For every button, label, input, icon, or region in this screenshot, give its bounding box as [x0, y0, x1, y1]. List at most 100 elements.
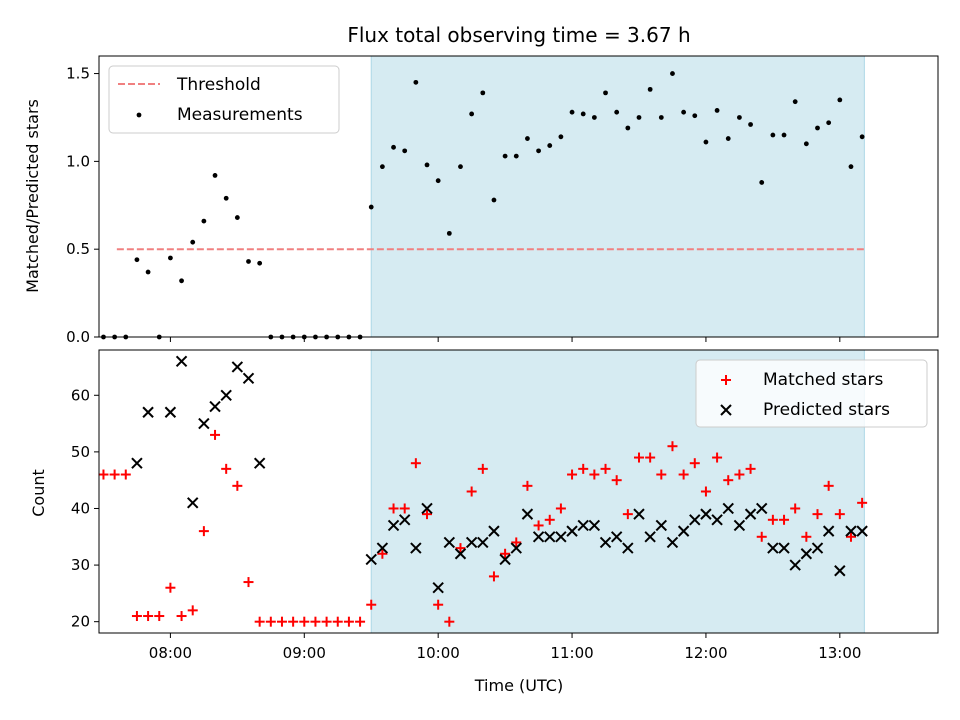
matched-star-point	[343, 616, 354, 627]
y-tick-label: 30	[71, 556, 90, 574]
matched-star-point	[477, 463, 488, 474]
predicted-star-point	[220, 389, 232, 401]
legend-threshold-label: Threshold	[176, 75, 261, 95]
measurement-point	[145, 269, 151, 275]
predicted-star-point	[365, 553, 377, 566]
measurement-point	[558, 134, 564, 140]
measurement-point	[681, 109, 687, 115]
measurement-point	[391, 144, 396, 150]
measurement-point	[625, 125, 631, 131]
legend-measurements-swatch	[136, 112, 142, 118]
matched-star-point	[700, 486, 711, 497]
measurement-point	[212, 173, 218, 178]
matched-star-point	[812, 509, 823, 520]
matched-star-point	[633, 452, 644, 463]
measurement-point	[469, 111, 475, 117]
matched-star-point	[198, 526, 209, 537]
top-legend-box	[108, 65, 340, 134]
matched-star-point	[321, 616, 332, 627]
matched-star-point	[366, 599, 377, 610]
matched-star-point	[845, 531, 856, 542]
measurement-point	[815, 125, 820, 131]
predicted-star-point	[387, 519, 400, 532]
matched-star-point	[857, 497, 868, 508]
measurement-point	[781, 132, 787, 138]
x-tick-label: 08:00	[149, 644, 192, 662]
top-y-axis: 0.0 0.5 1.0 1.5	[66, 65, 99, 346]
predicted-star-point	[577, 519, 589, 532]
predicted-star-point	[655, 519, 668, 532]
matched-star-point	[187, 605, 198, 616]
bottom-x-axis: 08:00 09:00 10:00 11:00 12:00 13:00	[149, 633, 861, 662]
predicted-star-point	[209, 400, 221, 413]
matched-star-point	[288, 616, 299, 627]
predicted-star-point	[599, 536, 612, 549]
predicted-star-point	[488, 525, 500, 537]
x-axis-label: Time (UTC)	[474, 676, 563, 695]
matched-star-point	[790, 503, 801, 514]
legend-predicted-label: Predicted stars	[763, 400, 890, 420]
x-tick-label: 09:00	[283, 644, 326, 662]
predicted-star-point	[767, 542, 779, 554]
matched-star-point	[466, 486, 477, 497]
matched-star-point	[143, 611, 154, 622]
x-tick-label: 11:00	[550, 644, 593, 662]
measurement-point	[257, 260, 263, 266]
y-tick-label: 40	[71, 499, 90, 517]
measurement-point	[837, 97, 843, 103]
predicted-star-point	[521, 508, 534, 520]
measurement-point	[647, 86, 653, 92]
top-panel: 0.0 0.5 1.0 1.5 Matched/Predicted stars Thr…	[23, 55, 939, 346]
matched-star-point	[254, 616, 265, 627]
predicted-star-point	[644, 531, 656, 543]
matched-star-point	[522, 480, 533, 491]
y-tick-label: 1.0	[66, 152, 90, 170]
predicted-star-point	[822, 525, 835, 537]
predicted-star-point	[555, 531, 567, 543]
top-observing-window	[370, 55, 865, 338]
measurement-point	[759, 180, 765, 185]
matched-star-point	[500, 548, 511, 559]
legend-matched-swatch	[721, 375, 731, 385]
measurement-point	[748, 122, 753, 127]
measurement-point	[201, 218, 207, 224]
predicted-star-point	[454, 548, 467, 560]
measurement-point	[603, 90, 608, 96]
matched-star-point	[109, 469, 120, 480]
measurement-point	[368, 204, 374, 210]
predicted-star-point	[800, 548, 813, 560]
predicted-star-point	[666, 536, 679, 549]
matched-star-point	[276, 616, 287, 627]
matched-star-point	[98, 469, 109, 480]
matched-star-point	[834, 509, 845, 520]
matched-star-point	[243, 577, 254, 588]
matched-star-point	[399, 503, 410, 514]
bottom-plot-frame	[98, 349, 939, 634]
y-tick-label: 0.5	[66, 240, 90, 258]
predicted-star-point	[376, 542, 389, 554]
top-x-axis	[169, 337, 841, 342]
predicted-star-point	[722, 502, 734, 515]
matched-star-point	[265, 616, 276, 627]
measurement-point	[703, 139, 709, 145]
y-tick-label: 20	[71, 613, 90, 631]
measurement-point	[223, 195, 229, 201]
measurement-point	[179, 278, 184, 284]
matched-star-point	[377, 548, 388, 559]
predicted-star-point	[588, 519, 601, 532]
measurement-point	[168, 255, 173, 261]
legend-plus-marker	[721, 375, 731, 385]
predicted-star-point	[443, 536, 456, 549]
measurement-point	[658, 115, 664, 120]
predicted-star-point	[175, 355, 188, 368]
measurements-layer	[101, 71, 865, 340]
bottom-legend-box	[695, 359, 928, 428]
predicted-star-point	[544, 531, 556, 543]
measurement-point	[636, 115, 642, 120]
matched-star-point	[154, 611, 165, 622]
matched-star-point	[310, 616, 321, 627]
measurement-point	[502, 153, 508, 159]
measurement-point	[848, 164, 854, 170]
y-tick-label: 1.5	[66, 65, 90, 83]
